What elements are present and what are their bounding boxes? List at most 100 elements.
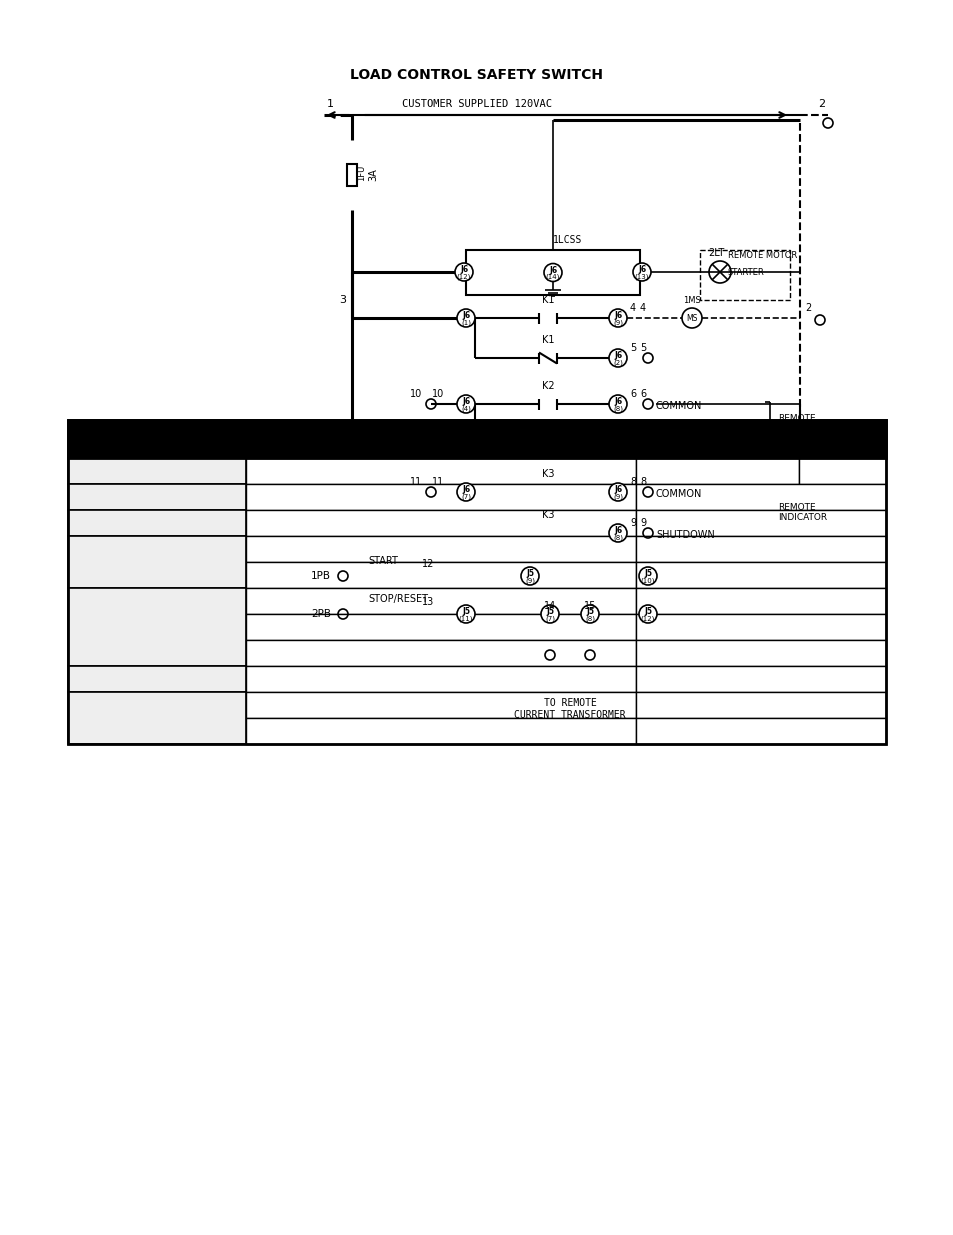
Bar bbox=[246, 510, 636, 536]
Bar bbox=[636, 484, 885, 510]
Text: 4: 4 bbox=[639, 303, 645, 312]
Bar bbox=[68, 536, 246, 588]
Text: J6: J6 bbox=[614, 437, 621, 446]
Text: K1: K1 bbox=[541, 335, 554, 345]
Text: J6: J6 bbox=[614, 351, 621, 359]
Text: 10: 10 bbox=[432, 389, 443, 399]
Text: J6: J6 bbox=[614, 311, 621, 320]
Bar bbox=[347, 164, 356, 186]
Bar bbox=[636, 458, 799, 484]
Text: 14: 14 bbox=[543, 601, 556, 611]
Text: 8: 8 bbox=[639, 477, 645, 487]
Text: (10): (10) bbox=[640, 577, 655, 584]
Text: START: START bbox=[368, 556, 397, 566]
Text: 11: 11 bbox=[432, 477, 443, 487]
Text: 5: 5 bbox=[639, 343, 645, 353]
Circle shape bbox=[455, 263, 473, 282]
Text: J6: J6 bbox=[638, 266, 645, 274]
Circle shape bbox=[639, 605, 657, 622]
Circle shape bbox=[633, 263, 650, 282]
Circle shape bbox=[456, 309, 475, 327]
Bar bbox=[246, 484, 636, 510]
Circle shape bbox=[520, 567, 538, 585]
Text: J6: J6 bbox=[614, 526, 621, 535]
Text: J5: J5 bbox=[461, 606, 470, 616]
Circle shape bbox=[456, 395, 475, 412]
Circle shape bbox=[608, 309, 626, 327]
Text: (12): (12) bbox=[640, 615, 655, 621]
Text: 12: 12 bbox=[421, 559, 434, 569]
Bar bbox=[68, 588, 246, 666]
Text: 2: 2 bbox=[804, 303, 810, 312]
Text: K1: K1 bbox=[541, 295, 554, 305]
Text: (1): (1) bbox=[460, 320, 471, 326]
Bar bbox=[246, 458, 636, 484]
Text: (8): (8) bbox=[613, 405, 622, 411]
Text: REMOTE MOTOR: REMOTE MOTOR bbox=[727, 251, 797, 261]
Text: 3: 3 bbox=[338, 295, 346, 305]
Text: J6: J6 bbox=[459, 266, 468, 274]
Text: COMMON: COMMON bbox=[656, 489, 701, 499]
Bar bbox=[636, 588, 885, 614]
Text: 10: 10 bbox=[410, 389, 421, 399]
Bar bbox=[246, 666, 636, 692]
Bar bbox=[68, 692, 246, 743]
Text: (14): (14) bbox=[545, 274, 559, 280]
Text: J6: J6 bbox=[461, 311, 470, 320]
Text: 2: 2 bbox=[818, 99, 824, 109]
Text: J5: J5 bbox=[643, 606, 651, 616]
Text: (8): (8) bbox=[613, 535, 622, 541]
Bar bbox=[246, 536, 636, 562]
Text: 7: 7 bbox=[629, 429, 636, 438]
Text: 15: 15 bbox=[583, 601, 596, 611]
Text: WARNING: WARNING bbox=[656, 441, 703, 451]
Bar bbox=[799, 458, 885, 484]
Text: 1MS: 1MS bbox=[682, 296, 700, 305]
Text: J6: J6 bbox=[614, 396, 621, 406]
Text: J5: J5 bbox=[643, 569, 651, 578]
Text: COMMON: COMMON bbox=[656, 401, 701, 411]
Text: 4: 4 bbox=[629, 303, 636, 312]
Text: K2: K2 bbox=[541, 421, 554, 431]
Text: (13): (13) bbox=[634, 273, 649, 280]
Text: (9): (9) bbox=[524, 577, 535, 584]
Bar bbox=[68, 510, 246, 536]
Bar bbox=[636, 614, 885, 640]
Circle shape bbox=[540, 605, 558, 622]
Bar bbox=[636, 562, 885, 588]
Bar bbox=[246, 614, 636, 640]
Bar bbox=[636, 536, 885, 562]
Circle shape bbox=[608, 483, 626, 501]
Text: (11): (11) bbox=[458, 615, 473, 621]
Text: 7: 7 bbox=[639, 429, 645, 438]
Text: TO REMOTE
CURRENT TRANSFORMER: TO REMOTE CURRENT TRANSFORMER bbox=[514, 698, 625, 720]
Text: K3: K3 bbox=[541, 510, 554, 520]
Text: 1FU: 1FU bbox=[356, 165, 366, 182]
Text: J6: J6 bbox=[548, 266, 557, 274]
Text: (9): (9) bbox=[613, 493, 622, 500]
Text: J6: J6 bbox=[461, 396, 470, 406]
Text: REMOTE
INDICATOR: REMOTE INDICATOR bbox=[778, 414, 826, 433]
Bar bbox=[246, 640, 636, 666]
Text: (7): (7) bbox=[460, 493, 471, 500]
Bar bbox=[700, 249, 789, 300]
Circle shape bbox=[608, 435, 626, 453]
Text: 13: 13 bbox=[421, 597, 434, 606]
Text: STOP/RESET: STOP/RESET bbox=[368, 594, 428, 604]
Bar bbox=[636, 640, 885, 666]
Bar bbox=[636, 692, 885, 718]
Text: (12): (12) bbox=[456, 273, 471, 280]
Text: K3: K3 bbox=[541, 469, 554, 479]
Bar bbox=[68, 666, 246, 692]
Bar bbox=[246, 562, 636, 588]
Text: 8: 8 bbox=[629, 477, 636, 487]
Bar bbox=[68, 420, 885, 743]
Text: J6: J6 bbox=[461, 485, 470, 494]
Text: (4): (4) bbox=[460, 405, 471, 411]
Bar bbox=[636, 718, 885, 743]
Circle shape bbox=[456, 483, 475, 501]
Text: 9: 9 bbox=[639, 517, 645, 529]
Text: (9): (9) bbox=[613, 320, 622, 326]
Bar bbox=[68, 420, 885, 458]
Text: CUSTOMER SUPPLIED 120VAC: CUSTOMER SUPPLIED 120VAC bbox=[401, 99, 552, 109]
